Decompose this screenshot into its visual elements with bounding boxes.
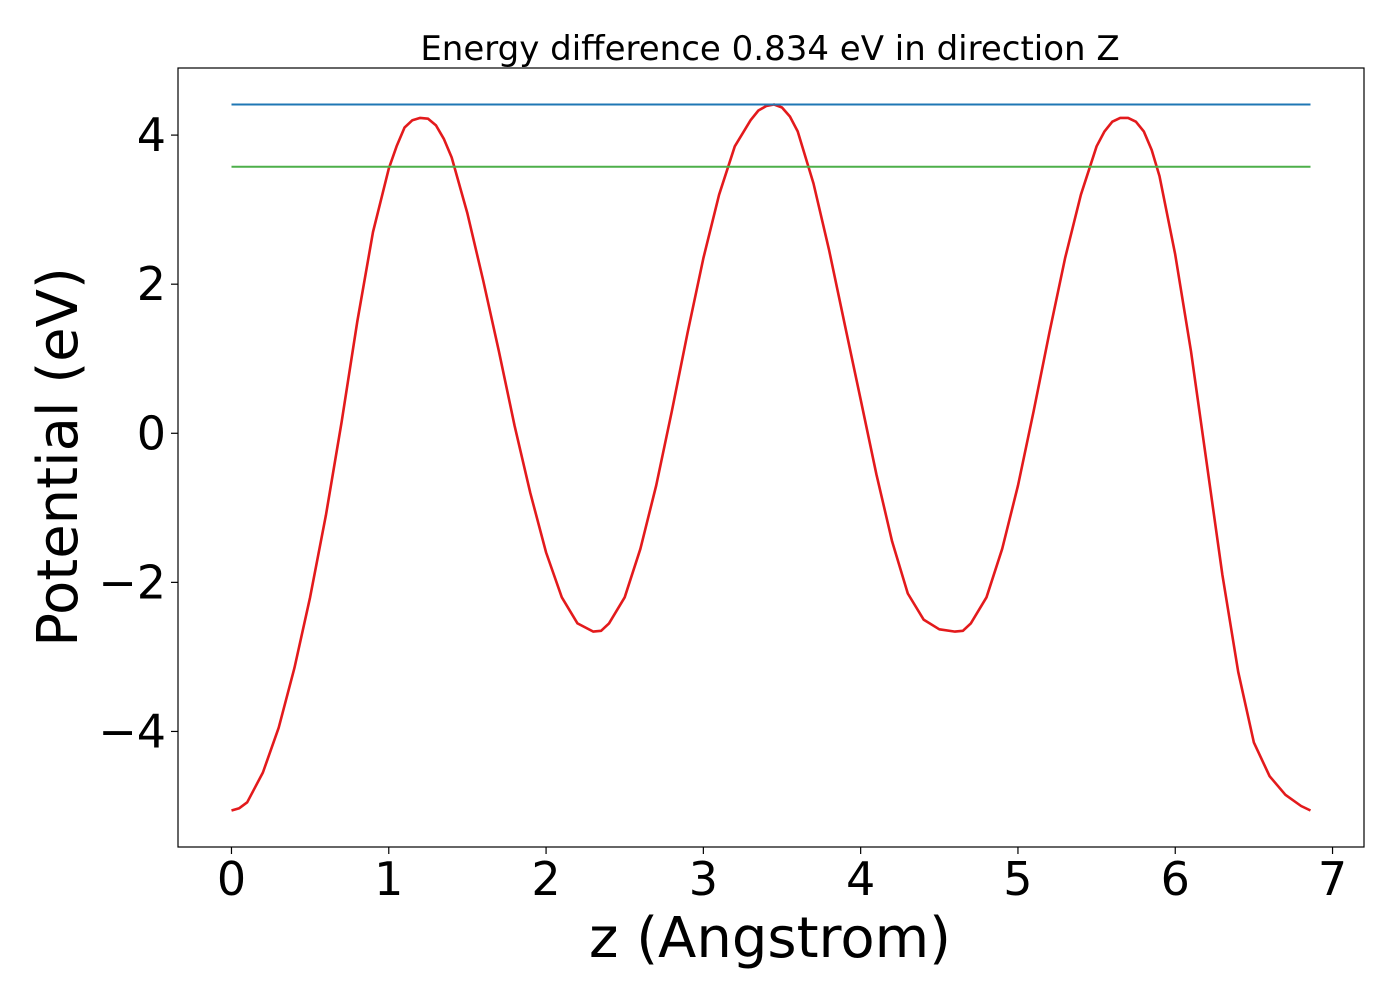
x-axis: 0 1 2 3 4 5 6 7 [217,847,1347,906]
chart-title: Energy difference 0.834 eV in direction … [420,29,1119,69]
x-tick-label: 0 [217,852,246,906]
y-axis: −4 −2 0 2 4 [98,108,178,758]
x-tick-label: 4 [846,852,875,906]
x-tick-label: 3 [689,852,718,906]
y-axis-label: Potential (eV) [26,267,91,647]
y-tick-label: −2 [98,555,166,609]
series-layer [231,103,1312,812]
x-tick-label: 6 [1161,852,1190,906]
x-axis-label: z (Angstrom) [589,906,951,971]
y-tick-label: 4 [137,108,166,162]
x-tick-label: 1 [374,852,403,906]
x-tick-label: 5 [1003,852,1032,906]
x-tick-label: 2 [531,852,560,906]
y-tick-label: 0 [137,406,166,460]
x-tick-label: 7 [1318,852,1347,906]
y-tick-label: 2 [137,257,166,311]
y-tick-label: −4 [98,704,166,758]
plot-area-frame [177,67,1365,848]
